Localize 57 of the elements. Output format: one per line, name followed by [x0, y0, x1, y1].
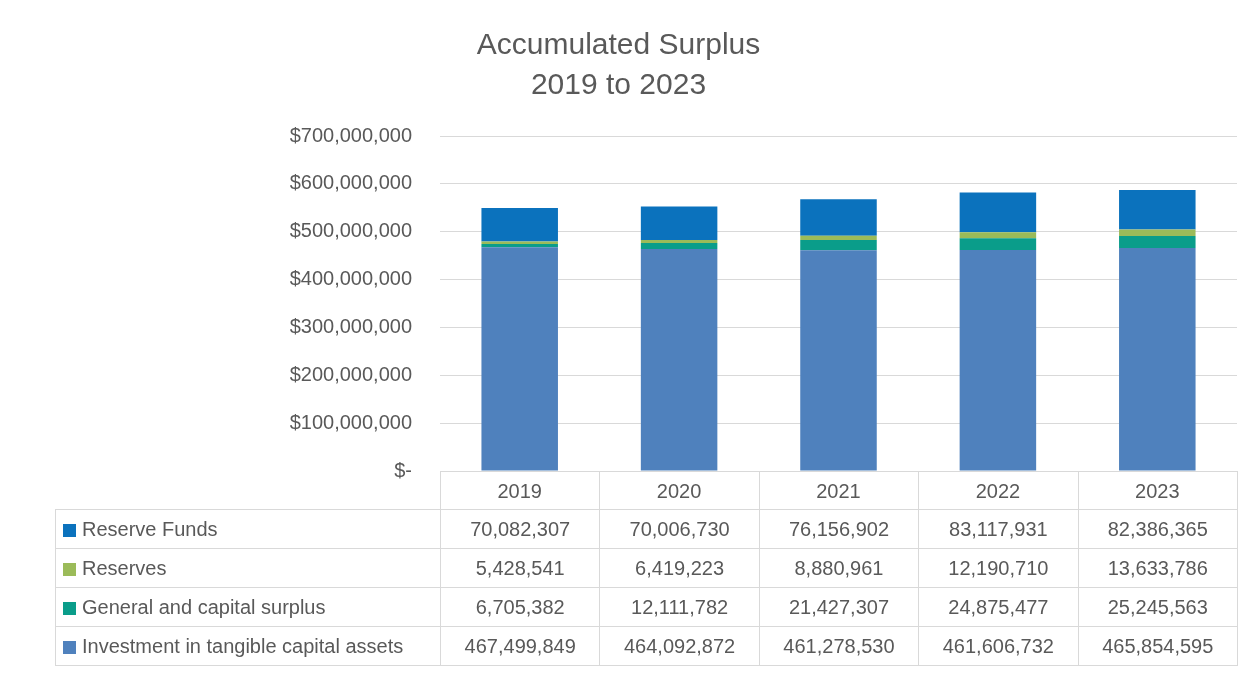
data-label: 461,278,530 — [759, 626, 919, 666]
bar — [1119, 248, 1196, 471]
y-tick-label: $700,000,000 — [289, 123, 412, 146]
data-label: 467,499,849 — [440, 626, 600, 666]
data-label: 13,633,786 — [1078, 548, 1238, 588]
data-label: 8,880,961 — [759, 548, 919, 588]
bar — [481, 207, 558, 242]
bar — [640, 248, 718, 471]
bar — [640, 206, 718, 241]
x-tick-label: 2022 — [975, 479, 1021, 502]
data-label: 464,092,872 — [599, 626, 760, 666]
y-tick-label: $500,000,000 — [289, 219, 412, 242]
data-label: 21,427,307 — [759, 587, 919, 627]
data-label: 70,006,730 — [599, 509, 760, 549]
bar — [800, 199, 877, 236]
bar — [959, 232, 1037, 239]
legend-label: Reserve Funds — [55, 509, 441, 549]
chart-title: Accumulated Surplus — [476, 27, 761, 61]
data-label: 465,854,595 — [1078, 626, 1238, 666]
chart-subtitle: 2019 to 2023 — [530, 67, 707, 101]
y-tick-label: $100,000,000 — [289, 410, 412, 433]
y-tick-label: $400,000,000 — [289, 267, 412, 290]
x-tick-label: 2020 — [656, 479, 702, 502]
data-label: 82,386,365 — [1078, 509, 1238, 549]
bar — [640, 240, 718, 244]
data-label: 83,117,931 — [918, 509, 1079, 549]
y-tick-label: $- — [394, 458, 412, 481]
data-label: 12,190,710 — [918, 548, 1079, 588]
data-label: 461,606,732 — [918, 626, 1079, 666]
y-tick-label: $200,000,000 — [289, 362, 412, 385]
bar — [1119, 190, 1196, 230]
x-tick-label: 2023 — [1135, 479, 1180, 502]
legend-label: Reserves — [55, 548, 441, 588]
bar — [1119, 229, 1196, 236]
data-label: 12,111,782 — [599, 587, 760, 627]
y-tick-label: $300,000,000 — [289, 314, 412, 337]
bar — [800, 239, 877, 251]
bar — [640, 243, 718, 249]
bar — [800, 250, 877, 471]
legend-label: Investment in tangible capital assets — [55, 626, 441, 666]
bar — [1119, 235, 1196, 249]
data-label: 24,875,477 — [918, 587, 1079, 627]
data-label: 6,419,223 — [599, 548, 760, 588]
legend-label: General and capital surplus — [55, 587, 441, 627]
data-label: 76,156,902 — [759, 509, 919, 549]
bar — [800, 235, 877, 240]
y-tick-label: $600,000,000 — [289, 171, 412, 194]
x-tick-label: 2021 — [816, 479, 861, 502]
x-tick-label: 2019 — [497, 479, 542, 502]
data-label: 70,082,307 — [440, 509, 600, 549]
data-label: 6,705,382 — [440, 587, 600, 627]
data-label: 25,245,563 — [1078, 587, 1238, 627]
bar — [959, 238, 1037, 251]
bar — [481, 247, 558, 471]
data-label: 5,428,541 — [440, 548, 600, 588]
bar — [959, 250, 1037, 471]
bar — [959, 192, 1037, 233]
